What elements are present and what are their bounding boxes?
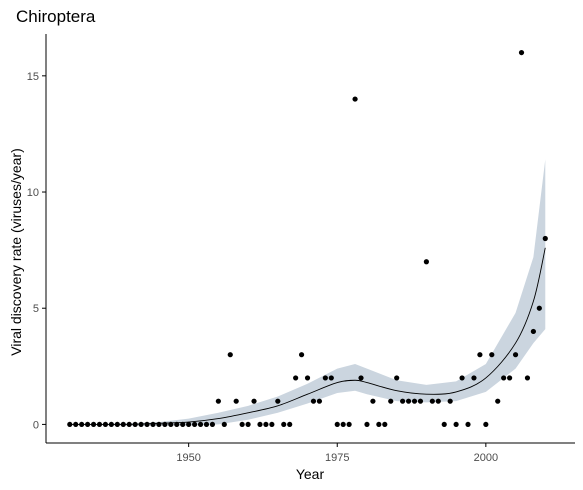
data-point [233,398,239,404]
data-point [269,421,275,428]
data-point [102,421,109,428]
data-point [394,375,400,381]
data-point [388,398,394,404]
data-point [471,375,477,381]
data-point [370,398,376,404]
data-point [507,375,513,381]
data-point [257,421,263,428]
data-point [215,398,221,404]
x-tick-label: 1950 [176,452,200,464]
data-point [227,352,233,358]
y-tick-label: 10 [27,187,39,199]
data-point [382,421,388,428]
data-point [411,398,418,404]
chart-title: Chiroptera [16,7,96,26]
data-point [239,421,245,428]
data-point [364,421,370,428]
data-point [298,352,305,358]
data-point [209,421,216,428]
data-point [376,421,382,428]
data-point [162,421,168,428]
data-point [150,421,156,428]
data-point [530,328,536,335]
y-axis-ticks: 0 5 10 15 [27,71,46,431]
data-point [90,421,97,428]
data-point [542,235,548,242]
data-point [156,421,162,428]
data-point [138,421,144,428]
data-point [108,421,114,428]
data-point [435,398,441,404]
data-point [322,375,328,381]
data-point [67,421,73,428]
data-point [304,375,311,381]
data-point [512,352,519,358]
data-point [73,421,79,428]
data-point [275,398,281,404]
data-point [186,421,192,428]
data-point [96,421,103,428]
data-point [144,421,150,428]
data-point [459,375,465,381]
x-axis-ticks: 1950 1975 2000 [176,443,498,464]
data-point [221,421,227,428]
data-point [495,398,501,404]
data-point [453,421,459,428]
x-tick-label: 2000 [474,452,498,464]
data-point [358,375,364,381]
data-point [203,421,210,428]
data-point [197,421,204,428]
data-point [423,259,429,265]
data-point [518,49,525,56]
data-point [281,421,287,428]
data-point [293,375,299,381]
data-point [174,421,180,428]
data-point [126,421,132,428]
data-point [180,421,186,428]
plot-area [67,49,548,428]
data-point [429,398,435,404]
data-point [310,398,317,404]
data-point [524,375,531,381]
data-point [263,421,269,428]
data-point [316,398,323,404]
y-tick-label: 15 [27,71,39,83]
data-point [251,398,257,404]
data-point [79,421,85,428]
x-tick-label: 1975 [325,452,349,464]
data-point [447,398,453,404]
data-point [192,421,198,428]
data-point [120,421,126,428]
data-point [245,421,251,428]
data-point [340,421,346,428]
data-point [489,352,495,358]
y-tick-label: 0 [33,419,39,431]
data-point [501,375,507,381]
x-axis-title: Year [296,466,325,482]
data-point [114,421,120,428]
data-point [483,421,489,428]
y-tick-label: 5 [33,303,39,315]
data-point [465,421,471,428]
data-point [287,421,293,428]
data-point [85,421,91,428]
data-point [352,96,358,102]
data-point [400,398,406,404]
data-point [477,352,483,358]
data-point [536,305,542,311]
data-point [132,421,138,428]
data-point [328,375,334,381]
data-point [441,421,447,428]
data-point [346,421,352,428]
data-point [405,398,412,404]
data-point [417,398,424,404]
data-points [67,49,548,428]
y-axis-title: Viral discovery rate (viruses/year) [8,148,24,355]
data-point [168,421,174,428]
data-point [334,421,340,428]
